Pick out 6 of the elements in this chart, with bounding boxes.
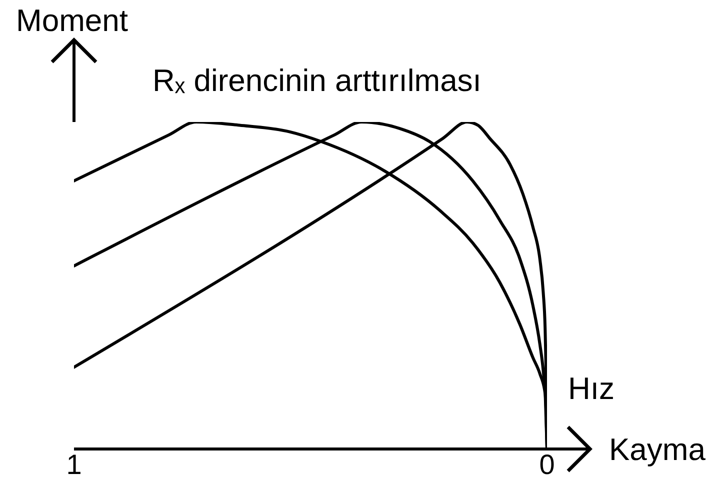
chart-title: Rₓ direncinin arttırılması [152, 63, 482, 98]
y-axis-title: Moment [16, 3, 128, 38]
x-axis-title: Kayma [609, 432, 706, 467]
x-tick-label: 0 [539, 448, 555, 480]
x-tick-label: 1 [66, 448, 82, 480]
text: Hız [568, 371, 614, 406]
